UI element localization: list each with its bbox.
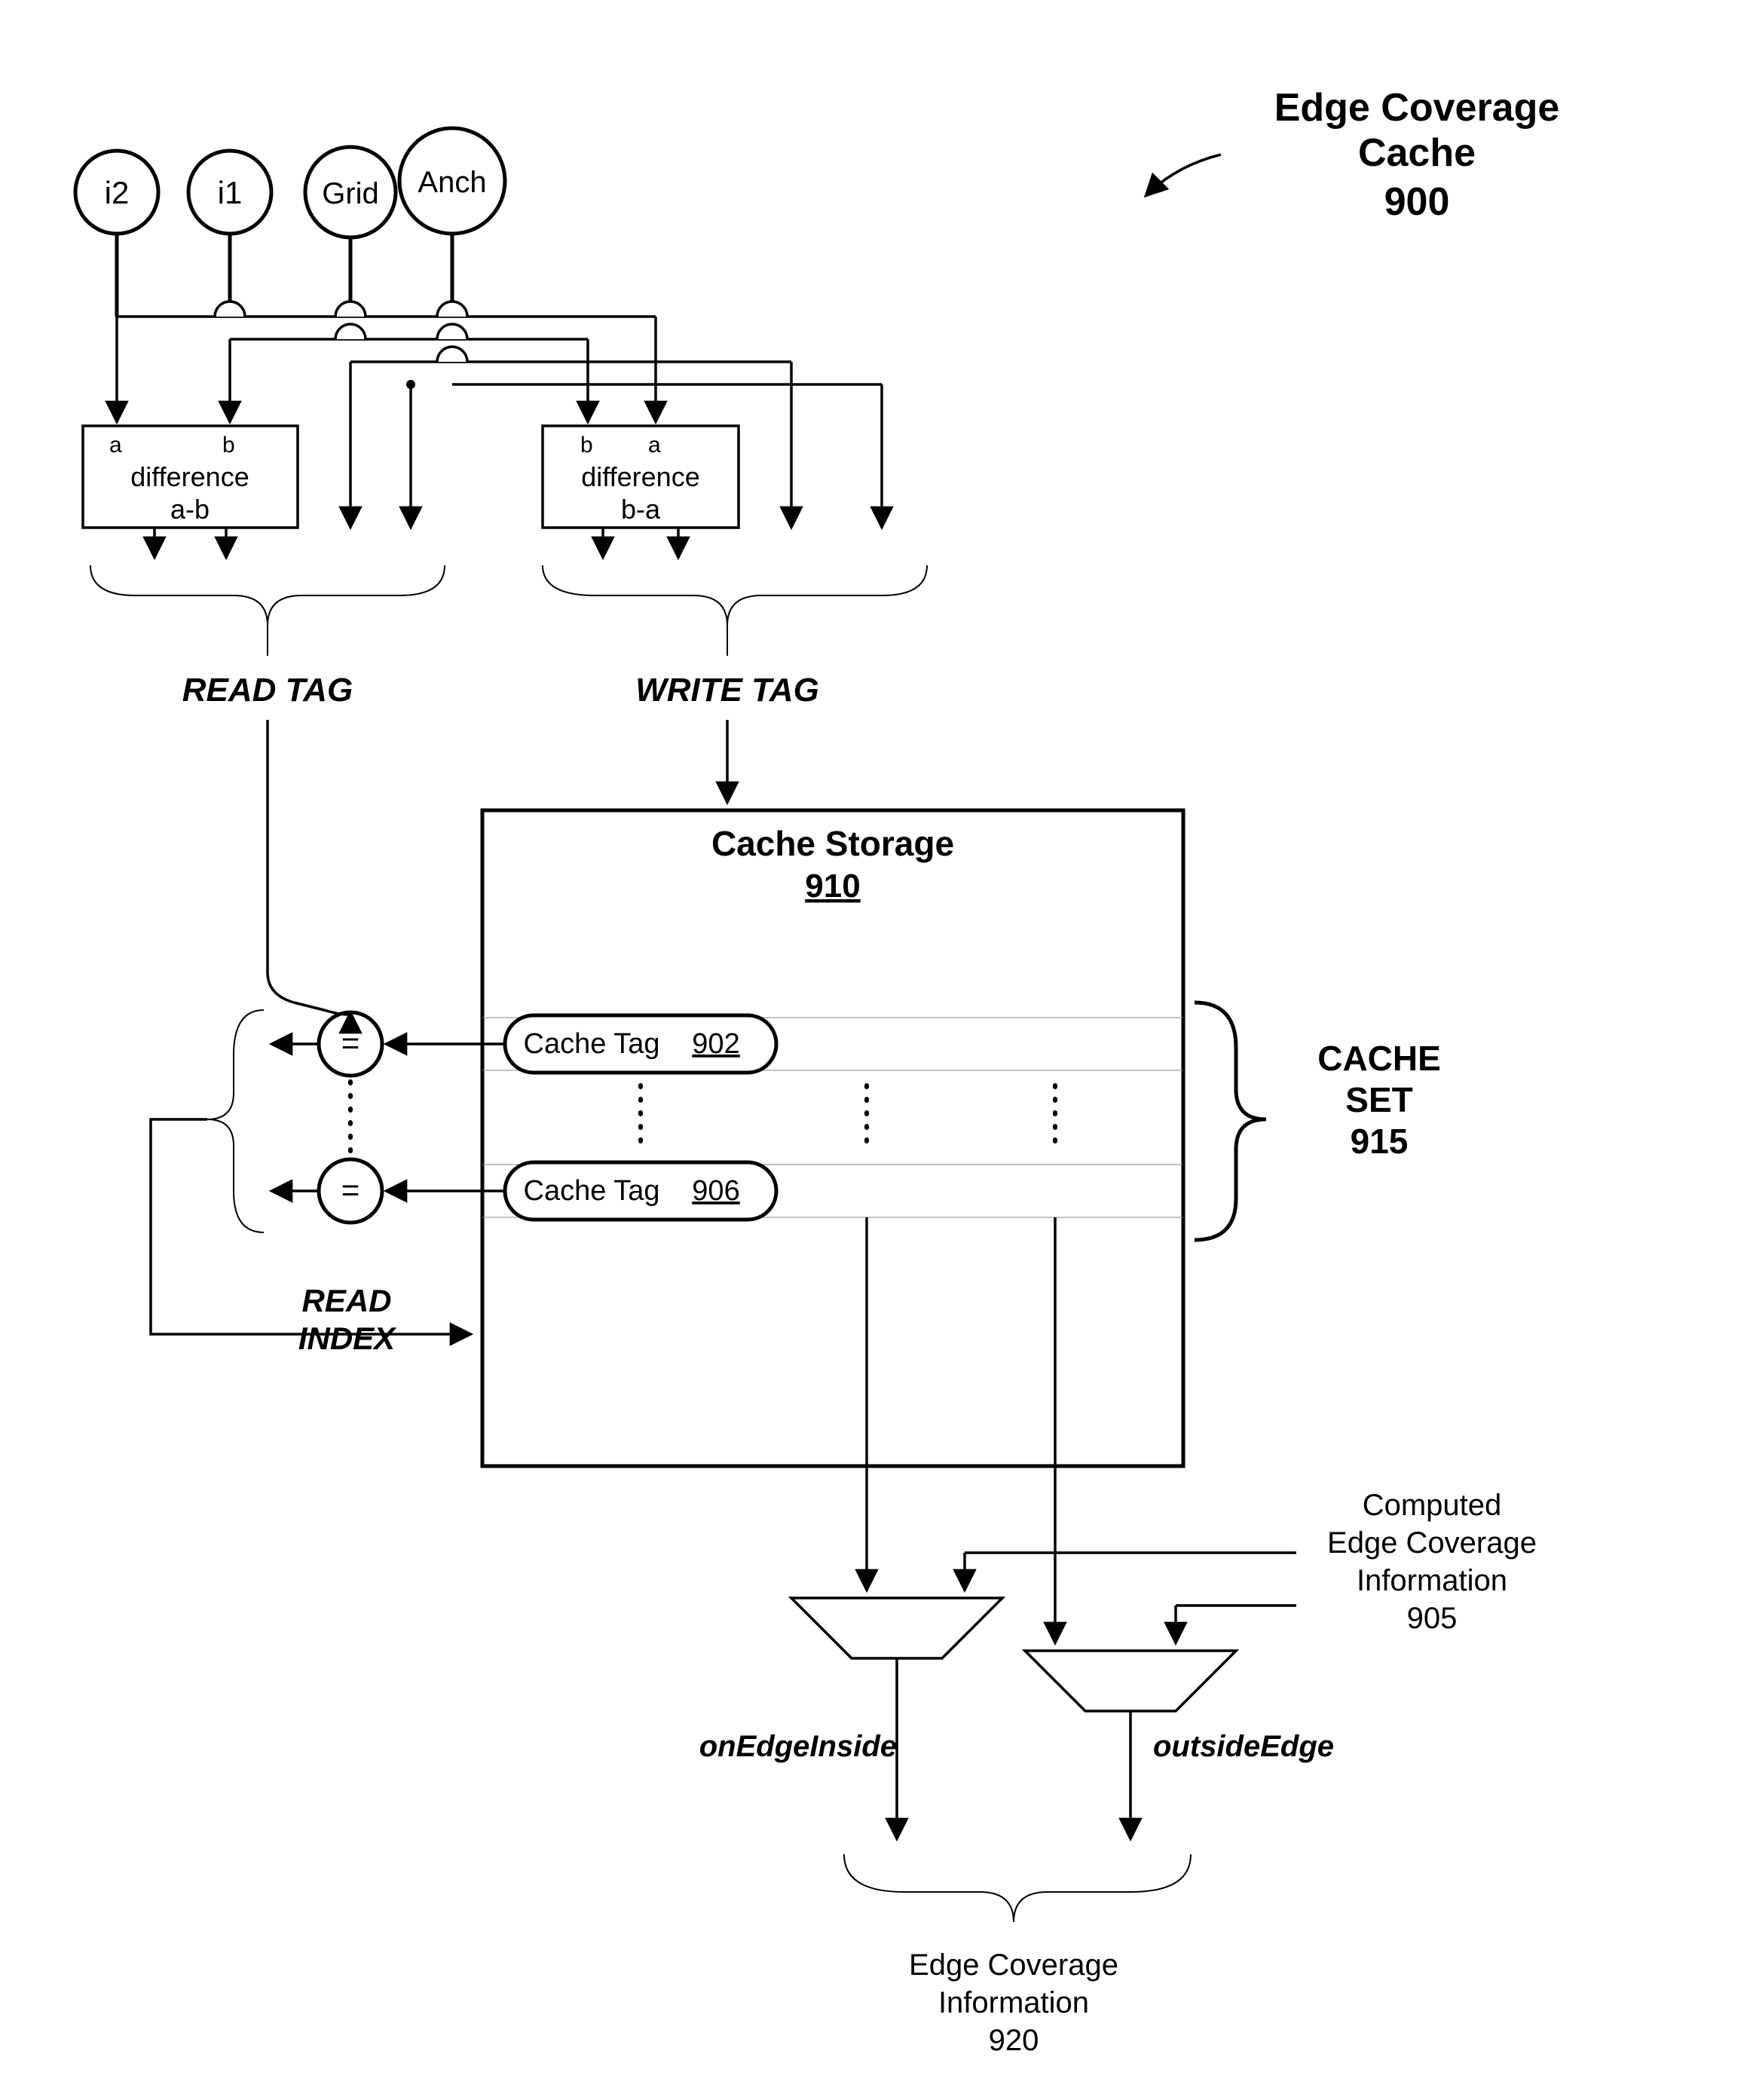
outsideEdge-label: outsideEdge [1153, 1730, 1334, 1763]
title-block: Edge Coverage Cache 900 [1146, 86, 1559, 224]
onEdgeInside-label: onEdgeInside [699, 1730, 897, 1763]
input-i2: i2 [105, 175, 130, 210]
eq2-label: = [341, 1172, 360, 1208]
edge-coverage-brace: Edge Coverage Information 920 [844, 1854, 1191, 2057]
diff-left-expr: a-b [170, 494, 210, 525]
computed-l2: Edge Coverage [1327, 1526, 1537, 1560]
title-num: 900 [1384, 180, 1450, 224]
cache-tag-906-num: 906 [692, 1175, 739, 1207]
comparators: = = [207, 972, 505, 1232]
cache-tag-906-label: Cache Tag [524, 1175, 660, 1207]
edge-coverage-num: 920 [989, 2024, 1039, 2057]
cache-set-l2: SET [1345, 1080, 1412, 1119]
diff-right-a: a [648, 433, 661, 458]
cache-storage-label: Cache Storage [711, 824, 954, 863]
write-tag-brace: WRITE TAG [543, 565, 927, 709]
cache-tag-906: Cache Tag 906 [505, 1162, 776, 1220]
edge-coverage-l1: Edge Coverage [909, 1948, 1118, 1982]
eq1-label: = [341, 1025, 360, 1061]
cache-storage: Cache Storage 910 Cache Tag 902 Cache Ta… [482, 810, 1183, 1466]
input-grid: Grid [322, 177, 379, 210]
title-line1: Edge Coverage [1274, 86, 1560, 130]
diff-left-b: b [222, 433, 235, 458]
read-index-line1: READ [301, 1283, 391, 1318]
read-tag-label: READ TAG [182, 672, 353, 709]
inputs: i2 i1 Grid Anch [75, 128, 505, 317]
computed-num: 905 [1407, 1602, 1458, 1635]
title-line2: Cache [1358, 131, 1476, 175]
diff-right: b a difference b-a [543, 426, 739, 528]
cache-tag-902-num: 902 [692, 1028, 739, 1060]
cache-set: CACHE SET 915 [1195, 1003, 1441, 1240]
edge-coverage-l2: Information [938, 1986, 1089, 2019]
read-tag-brace: READ TAG [90, 565, 445, 709]
write-tag-label: WRITE TAG [635, 672, 819, 709]
read-index-line2: INDEX [298, 1321, 397, 1356]
input-i1: i1 [218, 175, 243, 210]
cache-set-num: 915 [1351, 1122, 1409, 1161]
diff-right-b: b [580, 433, 593, 458]
computed-l3: Information [1357, 1564, 1507, 1597]
input-anch: Anch [418, 166, 486, 199]
cache-tag-902-label: Cache Tag [524, 1028, 660, 1060]
diff-left-a: a [109, 433, 122, 458]
diff-right-expr: b-a [621, 494, 661, 525]
cache-tag-902: Cache Tag 902 [505, 1015, 776, 1073]
computed-feed: Computed Edge Coverage Information 905 [965, 1489, 1537, 1643]
read-index: READ INDEX [151, 1119, 471, 1356]
diff-left-label: difference [130, 461, 249, 492]
cache-storage-num: 910 [805, 868, 860, 905]
cache-set-l1: CACHE [1317, 1039, 1441, 1078]
edge-coverage-cache-diagram: Edge Coverage Cache 900 i2 i1 Grid Anch [0, 0, 1753, 2100]
diff-right-label: difference [581, 461, 699, 492]
mux-onEdgeInside [791, 1598, 1002, 1839]
diff-left: a b difference a-b [83, 426, 298, 528]
computed-l1: Computed [1363, 1489, 1502, 1522]
